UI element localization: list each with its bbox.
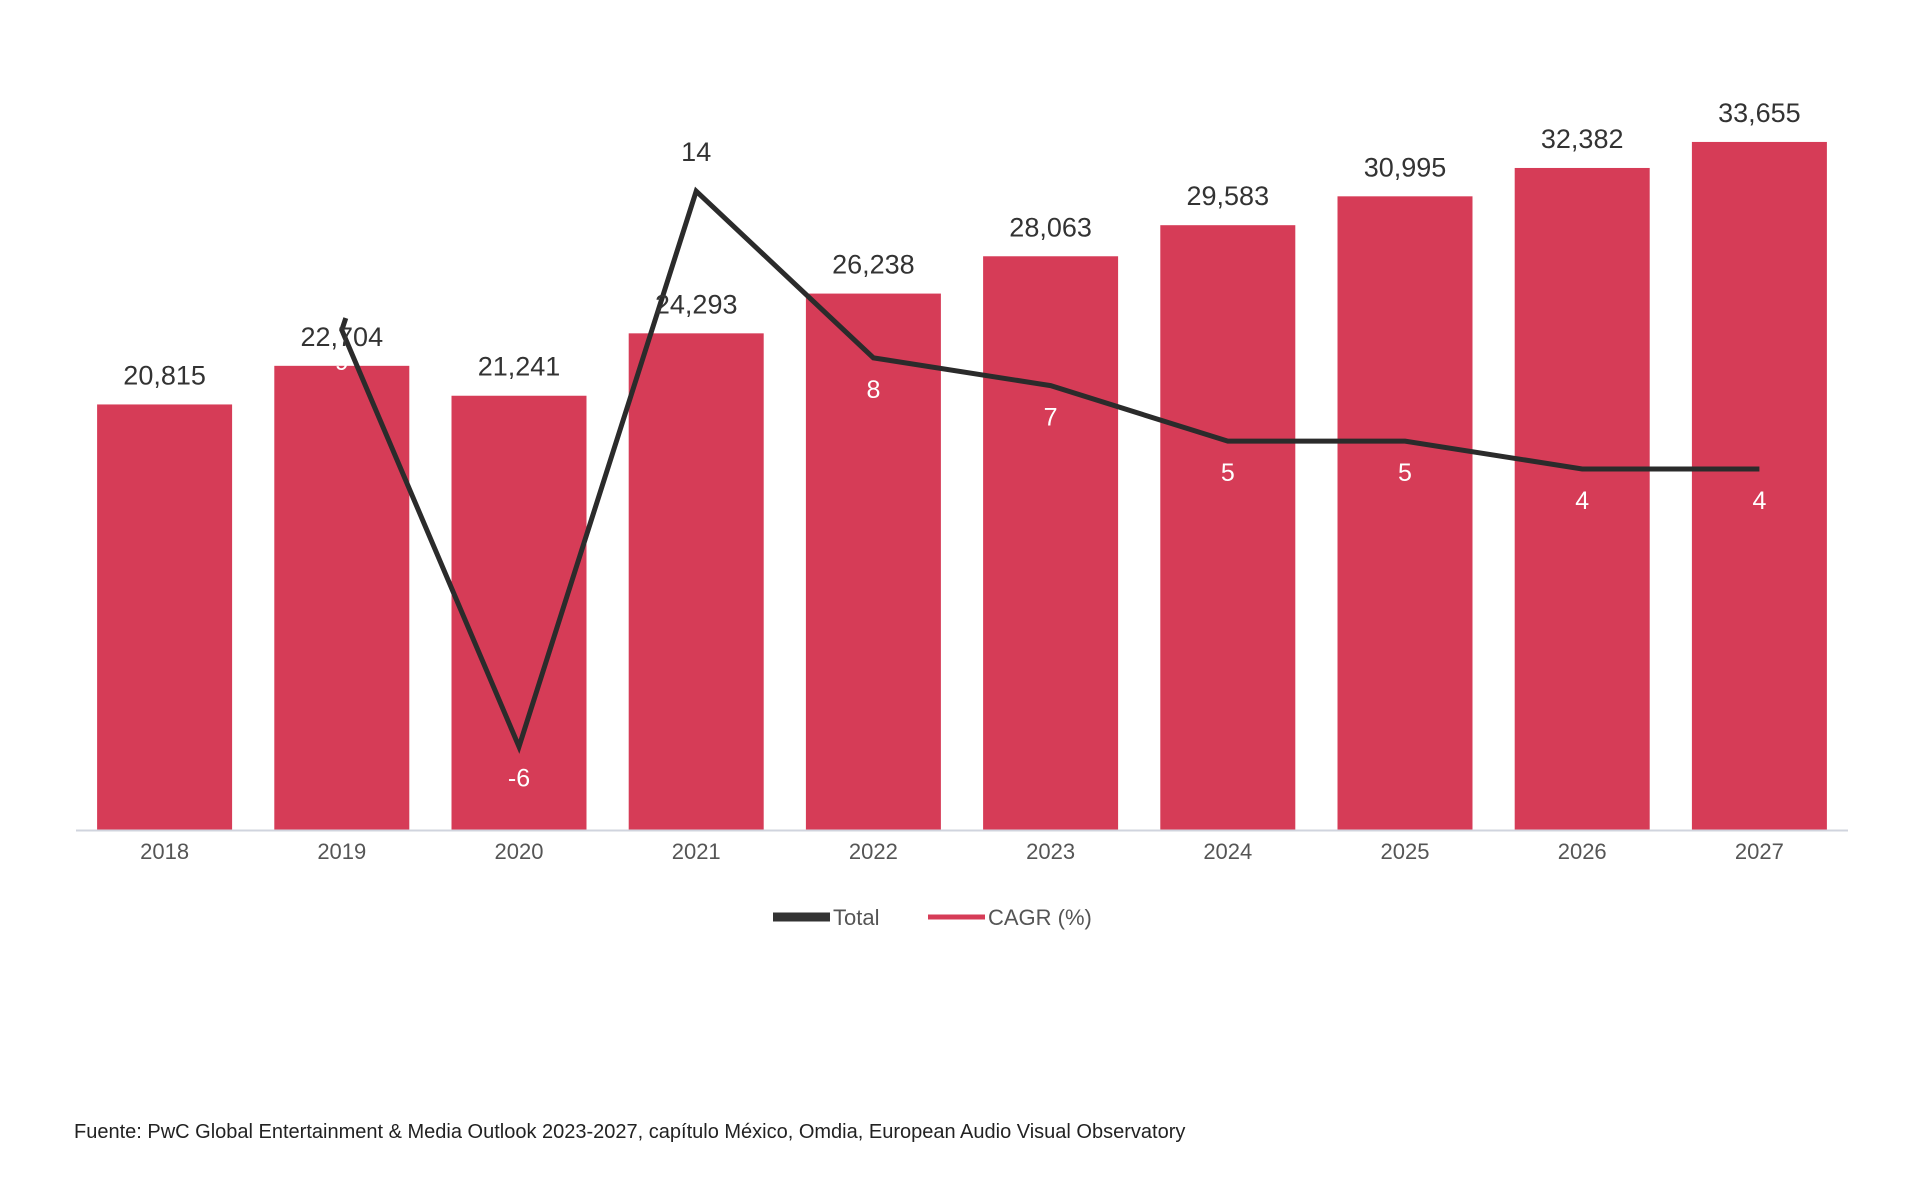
cagr-label-2024: 5 — [1221, 459, 1235, 487]
labels-layer: 20,815 22,704 21,241 24,293 26,238 28,063 29,5… — [123, 98, 1800, 793]
x-tick-label-2018: 2018 — [140, 839, 189, 864]
legend: Total CAGR (%) — [773, 905, 1092, 930]
bar-2025 — [1337, 196, 1473, 830]
bar-value-label-2024: 29,583 — [1187, 181, 1270, 211]
bar-2023 — [983, 256, 1119, 830]
cagr-label-2026: 4 — [1575, 487, 1589, 515]
legend-label-total: Total — [833, 905, 879, 930]
line-layer — [339, 186, 1760, 754]
bar-value-label-2018: 20,815 — [123, 360, 206, 390]
source-note: Fuente: PwC Global Entertainment & Media… — [74, 1121, 1186, 1143]
cagr-label-2027: 4 — [1752, 487, 1766, 515]
bars-layer — [97, 141, 1827, 831]
x-tick-label-2021: 2021 — [672, 839, 721, 864]
cagr-label-2023: 7 — [1044, 404, 1058, 432]
cagr-label-2021: 14 — [681, 137, 711, 167]
bar-2026 — [1514, 167, 1650, 830]
cagr-label-2020: -6 — [508, 765, 530, 793]
cagr-label-2019: 9 — [335, 348, 349, 376]
cagr-label-2025: 5 — [1398, 459, 1412, 487]
legend-label-cagr: CAGR (%) — [988, 905, 1092, 930]
x-tick-label-2025: 2025 — [1381, 839, 1430, 864]
bar-2019 — [274, 365, 410, 830]
bar-value-label-2025: 30,995 — [1364, 152, 1447, 182]
x-tick-label-2022: 2022 — [849, 839, 898, 864]
x-tick-label-2023: 2023 — [1026, 839, 1075, 864]
x-tick-label-2024: 2024 — [1203, 839, 1252, 864]
x-tick-label-2026: 2026 — [1558, 839, 1607, 864]
bar-value-label-2023: 28,063 — [1009, 212, 1092, 242]
bar-2022 — [805, 293, 941, 830]
cagr-line — [339, 186, 1760, 754]
cagr-label-2022: 8 — [866, 376, 880, 404]
bar-value-label-2019: 22,704 — [301, 322, 384, 352]
bar-2027 — [1691, 141, 1827, 831]
bar-2018 — [97, 404, 233, 830]
bar-value-label-2020: 21,241 — [478, 352, 561, 382]
bar-2024 — [1160, 225, 1296, 830]
x-tick-label-2027: 2027 — [1735, 839, 1784, 864]
bar-value-label-2026: 32,382 — [1541, 124, 1624, 154]
bar-value-label-2021: 24,293 — [655, 289, 738, 319]
bar-value-label-2022: 26,238 — [832, 250, 915, 280]
bar-value-label-2027: 33,655 — [1718, 98, 1801, 128]
axis-layer: 2018 2019 2020 2021 2022 2023 2024 2025 2026 2027 — [76, 829, 1848, 864]
x-tick-label-2020: 2020 — [495, 839, 544, 864]
x-tick-label-2019: 2019 — [317, 839, 366, 864]
bar-2021 — [628, 333, 764, 830]
